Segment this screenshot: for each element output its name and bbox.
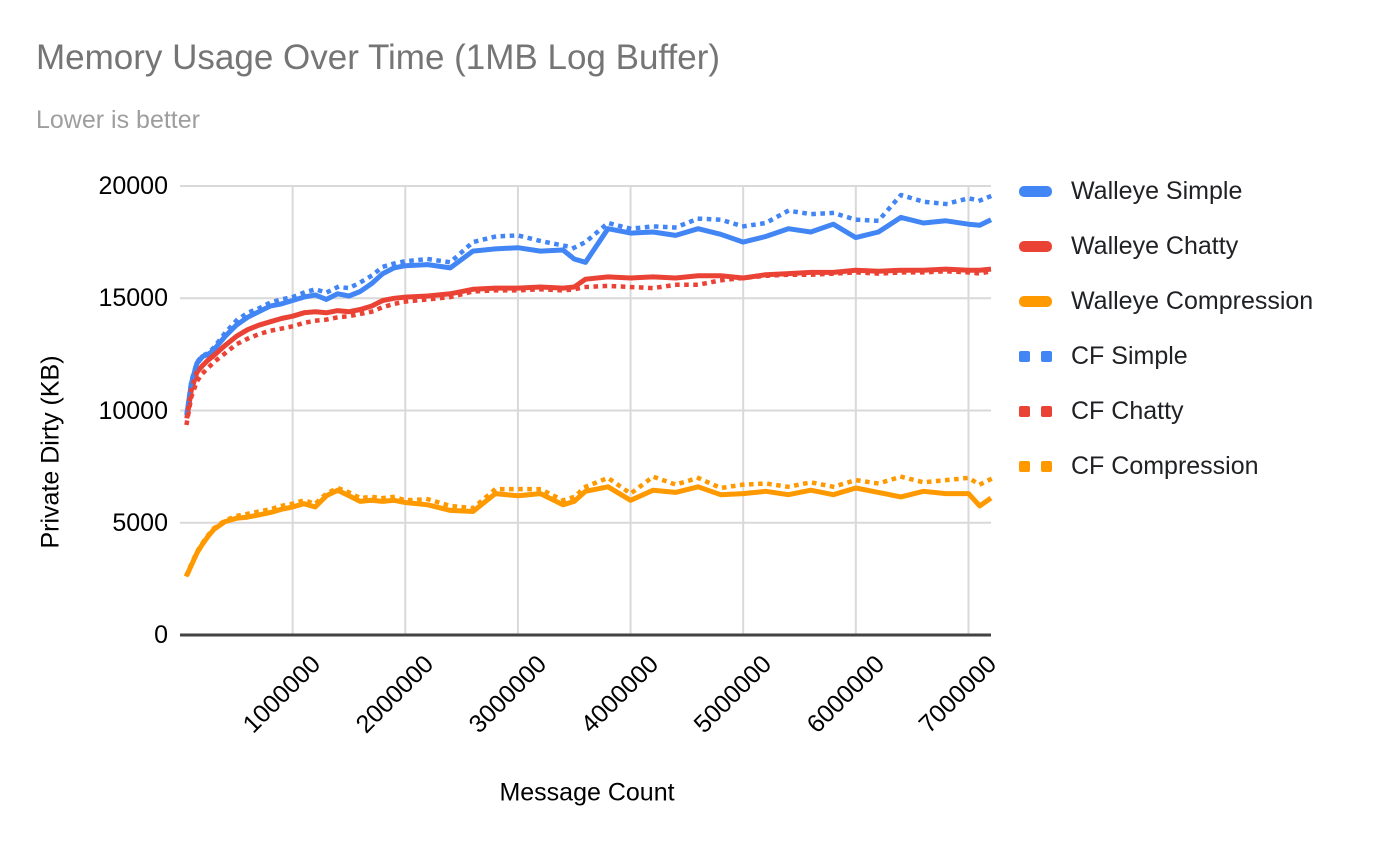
legend-item-cf-compression: CF Compression [1019, 439, 1313, 494]
swatch-bar [1019, 296, 1052, 307]
swatch-bar [1019, 186, 1052, 197]
legend-solid-line-swatch-icon [1019, 186, 1052, 197]
legend-solid-line-swatch-icon [1019, 241, 1052, 252]
series-line-walleye-compression [184, 484, 993, 577]
y-tick-label-15000: 15000 [98, 284, 168, 313]
legend-item-walleye-simple: Walleye Simple [1019, 164, 1313, 219]
legend-label-walleye-simple: Walleye Simple [1071, 177, 1243, 205]
legend-label-cf-simple: CF Simple [1071, 342, 1188, 370]
swatch-dot [1019, 461, 1030, 472]
legend-item-walleye-compression: Walleye Compression [1019, 274, 1313, 329]
series-line-cf-compression [183, 474, 995, 578]
swatch-dot [1019, 351, 1030, 362]
legend-dotted-line-swatch-icon [1019, 351, 1052, 362]
x-axis-title: Message Count [499, 778, 675, 807]
swatch-bar [1019, 241, 1052, 252]
legend-solid-line-swatch-icon [1019, 296, 1052, 307]
chart-title: Memory Usage Over Time (1MB Log Buffer) [36, 38, 721, 77]
y-tick-label-0: 0 [154, 621, 168, 649]
swatch-dot [1041, 351, 1052, 362]
legend-label-walleye-chatty: Walleye Chatty [1071, 232, 1239, 260]
chart-subtitle: Lower is better [36, 106, 200, 134]
series-line-walleye-chatty [184, 266, 992, 419]
legend-label-cf-chatty: CF Chatty [1071, 397, 1184, 425]
swatch-dot [1041, 461, 1052, 472]
series-line-cf-simple [184, 192, 994, 416]
legend-item-walleye-chatty: Walleye Chatty [1019, 219, 1313, 274]
legend-label-cf-compression: CF Compression [1071, 452, 1259, 480]
swatch-dot [1041, 406, 1052, 417]
legend-label-walleye-compression: Walleye Compression [1071, 287, 1314, 315]
legend-dotted-line-swatch-icon [1019, 406, 1052, 417]
y-tick-label-5000: 5000 [112, 508, 168, 537]
legend-item-cf-chatty: CF Chatty [1019, 384, 1313, 439]
legend-item-cf-simple: CF Simple [1019, 329, 1313, 384]
y-tick-label-20000: 20000 [98, 172, 168, 200]
legend-dotted-line-swatch-icon [1019, 461, 1052, 472]
swatch-dot [1019, 406, 1030, 417]
legend: Walleye Simple Walleye Chatty Walleye Comp… [1019, 164, 1313, 494]
y-tick-label-10000: 10000 [98, 396, 168, 425]
series-line-walleye-simple [184, 214, 993, 416]
